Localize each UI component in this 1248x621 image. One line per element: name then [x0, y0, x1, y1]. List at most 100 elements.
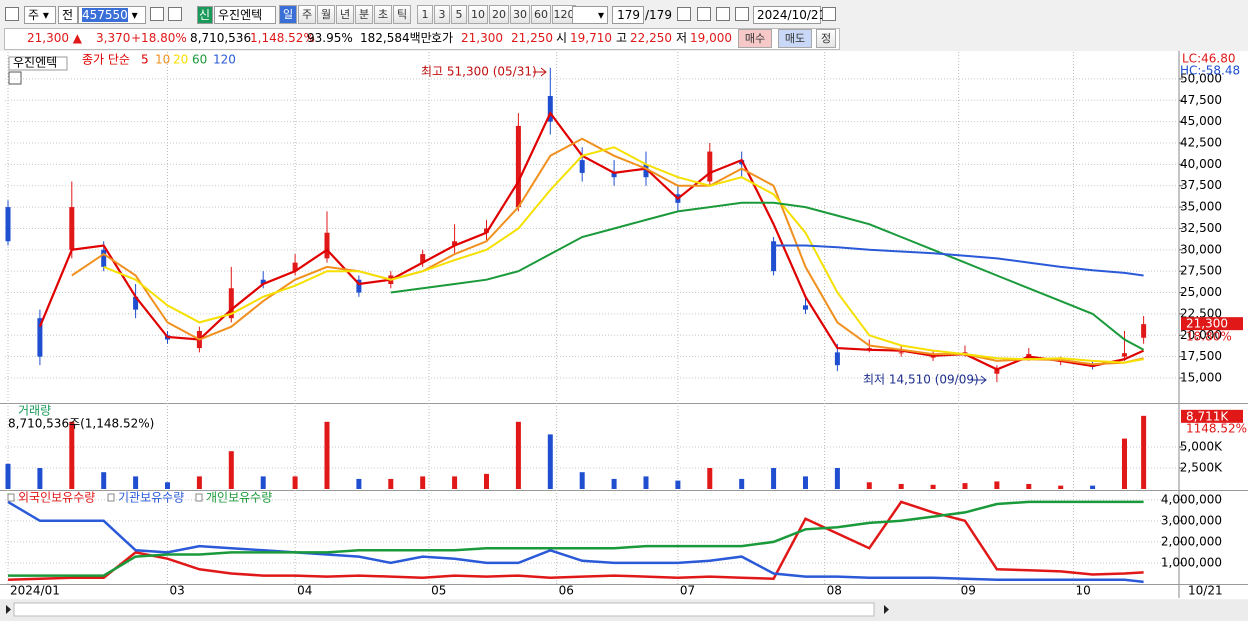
y-tick-label: 1,000,000: [1161, 555, 1222, 569]
volume-bar: [452, 476, 458, 489]
scroll-track[interactable]: [13, 602, 875, 617]
toolbar-button[interactable]: 틱: [393, 5, 411, 24]
note-button[interactable]: 정: [816, 29, 836, 48]
scope-select[interactable]: 전: [58, 6, 78, 24]
stock-name: 우진엔텍: [218, 8, 263, 22]
candle-body: [771, 241, 777, 272]
x-tick-label: 07: [680, 584, 695, 598]
line: [390, 201, 1145, 351]
toolbar-button[interactable]: 30: [510, 5, 530, 24]
y-tick-label: 2,000,000: [1161, 534, 1222, 548]
candle-body: [228, 288, 234, 319]
rate: 93.95%: [307, 31, 353, 45]
x-tick-label: 09: [961, 584, 976, 598]
x-tick-label: 2024/01: [10, 584, 60, 598]
volume-bar: [930, 484, 936, 489]
candle-body: [707, 151, 713, 182]
open-label: 시: [556, 31, 568, 45]
candle-body: [1026, 354, 1032, 357]
volume-bar: [37, 468, 43, 489]
buy: 매수: [744, 32, 766, 45]
amount: 182,584백만: [360, 31, 432, 45]
legend-entry: 기관보유수량: [118, 491, 184, 505]
legend-swatch: [107, 493, 115, 502]
candle-body: [930, 356, 936, 358]
lc-label: LC:46.80: [1182, 52, 1235, 66]
search-icon[interactable]: [150, 7, 164, 21]
volume-bar: [802, 476, 808, 489]
volume-bar: [962, 483, 968, 489]
volume-bar: [675, 480, 681, 489]
volume-bar: [324, 421, 330, 489]
volume-title: 거래량: [18, 404, 51, 418]
volume-bar: [388, 478, 394, 489]
toolbar-button[interactable]: 1: [417, 5, 433, 24]
x-tick-label: 10: [1075, 584, 1090, 598]
setting-icon[interactable]: [735, 7, 749, 21]
candle-body: [802, 305, 808, 310]
icon[interactable]: [5, 7, 19, 21]
y-tick-label: 15,000: [1180, 370, 1222, 384]
toolbar-button[interactable]: 120: [552, 5, 576, 24]
blank-select[interactable]: ▾: [572, 6, 608, 24]
candle-body: [962, 352, 968, 354]
candle-body: [834, 352, 840, 366]
volume-bar: [834, 468, 840, 489]
speaker-icon[interactable]: [168, 7, 182, 21]
candle-body: [37, 318, 43, 357]
legend-entry: 외국인보유수량: [18, 491, 95, 505]
market: 주: [28, 8, 40, 22]
volume-bar: [1090, 485, 1096, 489]
volume-bar: [5, 463, 11, 489]
volume-bar: [1121, 438, 1127, 489]
y-tick-label: 3,000,000: [1161, 513, 1222, 527]
market-select[interactable]: 주 ▾: [24, 6, 56, 24]
toolbar-button[interactable]: 초: [374, 5, 392, 24]
toolbar-button[interactable]: 분: [355, 5, 373, 24]
annotation-arrow: [533, 67, 547, 77]
volume-badge: [1181, 409, 1243, 423]
legend-entry: 개인보유수량: [206, 491, 272, 505]
save-icon[interactable]: [716, 7, 730, 21]
toolbar-button[interactable]: 20: [489, 5, 509, 24]
volume-badge-pct: 1148.52%: [1186, 421, 1247, 435]
toolbar-button[interactable]: 3: [434, 5, 450, 24]
bid: 21,250: [511, 31, 553, 45]
x-tick-label: 06: [559, 584, 574, 598]
candle-body: [133, 296, 139, 310]
ask: 21,300: [461, 31, 503, 45]
toolbar-button[interactable]: 월: [317, 5, 335, 24]
candle-body: [101, 249, 107, 267]
volume-bar: [771, 468, 777, 489]
toolbar-button[interactable]: 년: [336, 5, 354, 24]
toolbar-button[interactable]: 60: [531, 5, 551, 24]
hc-label: HC:-58.48: [1180, 64, 1240, 78]
open: 19,710: [570, 31, 612, 45]
y-tick-label: 2,500K: [1180, 461, 1223, 475]
volume-bar: [101, 472, 107, 489]
x-tick-label: 08: [827, 584, 842, 598]
tool-icon[interactable]: [697, 7, 711, 21]
volume-bar: [547, 434, 553, 489]
y-tick-label: 35,000: [1180, 200, 1222, 214]
toolbar-button[interactable]: 10: [468, 5, 488, 24]
tool-icon[interactable]: [677, 7, 691, 21]
volume-bar: [292, 476, 298, 489]
line: [7, 500, 1144, 584]
toolbar-button[interactable]: 주: [298, 5, 316, 24]
toolbar-button[interactable]: 일: [279, 5, 297, 24]
volume-bar: [611, 478, 617, 489]
sell-button[interactable]: 매도: [778, 29, 812, 48]
toolbar-button[interactable]: 5: [451, 5, 467, 24]
change: 3,370: [96, 31, 131, 45]
note: 정: [820, 32, 832, 45]
volume-badge-label: 8,711K: [1186, 409, 1229, 423]
count-input[interactable]: 179: [612, 6, 644, 24]
buy-button[interactable]: 매수: [738, 29, 772, 48]
line: [8, 500, 1144, 577]
grid-icon[interactable]: [8, 71, 22, 85]
date-input[interactable]: 2024/10/21: [753, 6, 826, 24]
code-input[interactable]: 457550 ▾: [78, 6, 146, 24]
calendar-icon[interactable]: [822, 7, 836, 21]
